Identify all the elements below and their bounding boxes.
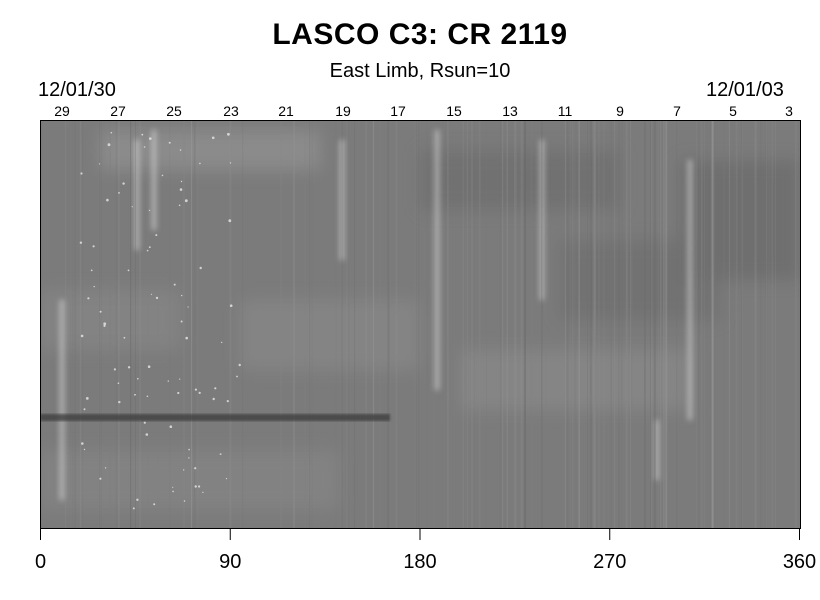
- day-label: 29: [54, 103, 70, 119]
- x-tick-label: 90: [219, 551, 242, 573]
- day-label: 3: [785, 103, 793, 119]
- day-label: 9: [616, 103, 624, 119]
- day-label: 17: [390, 103, 406, 119]
- x-tick-label: 180: [403, 551, 437, 573]
- bottom-axis: [40, 528, 800, 540]
- x-tick-label: 0: [34, 551, 47, 573]
- x-tick-label: 270: [593, 551, 627, 573]
- day-label: 13: [502, 103, 518, 119]
- plot-subtitle: East Limb, Rsun=10: [329, 60, 511, 82]
- day-label: 15: [446, 103, 462, 119]
- day-label: 11: [557, 103, 573, 119]
- day-label: 23: [223, 103, 239, 119]
- day-label: 7: [673, 103, 681, 119]
- dark-band: [40, 414, 390, 421]
- day-label: 5: [729, 103, 737, 119]
- day-label: 19: [335, 103, 351, 119]
- end-date-label: 12/01/03: [706, 79, 784, 101]
- day-label: 27: [110, 103, 126, 119]
- x-tick-label: 360: [782, 551, 817, 573]
- start-date-label: 12/01/30: [38, 79, 116, 101]
- day-label: 21: [278, 103, 294, 119]
- day-label: 25: [166, 103, 182, 119]
- synoptic-map-image: [40, 120, 800, 528]
- plot-title: LASCO C3: CR 2119: [272, 18, 568, 51]
